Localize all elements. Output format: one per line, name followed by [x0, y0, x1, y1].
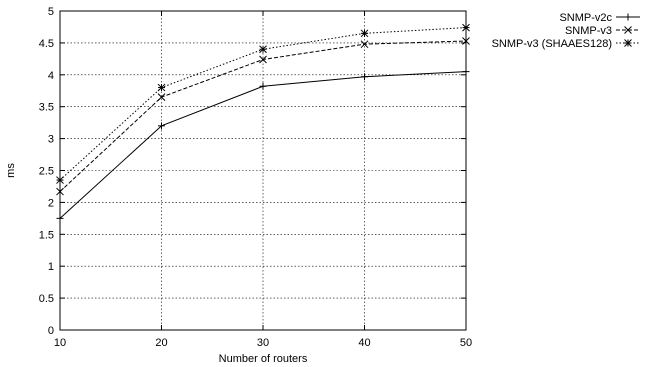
y-tick-label: 1 — [48, 261, 54, 273]
legend-label: SNMP-v3 (SHAAES128) — [492, 38, 612, 50]
series-group — [56, 23, 470, 222]
legend-marker — [624, 26, 632, 34]
data-point — [259, 82, 267, 90]
legend-entry: SNMP-v2c — [559, 12, 640, 24]
x-tick-label: 40 — [358, 337, 370, 349]
x-tick-label: 10 — [54, 337, 66, 349]
y-tick-label: 1.5 — [39, 229, 54, 241]
legend-entry: SNMP-v3 — [565, 25, 640, 37]
x-tick-label: 30 — [257, 337, 269, 349]
y-tick-label: 5 — [48, 6, 54, 18]
data-point — [462, 37, 470, 45]
data-point — [360, 29, 369, 38]
x-tick-label: 20 — [155, 337, 167, 349]
data-point — [259, 45, 267, 54]
y-axis-ticks: 0 0.5 1 1.5 2 2.5 3 3.5 4 4.5 5 — [39, 6, 466, 337]
x-axis-label: Number of routers — [219, 353, 308, 365]
y-tick-label: 4.5 — [39, 38, 54, 50]
legend-marker — [624, 39, 632, 47]
y-axis-label: ms — [5, 163, 17, 178]
data-point — [158, 122, 165, 130]
y-tick-label: 0 — [48, 325, 54, 337]
data-point — [259, 55, 267, 64]
data-point — [360, 40, 369, 49]
data-point — [157, 93, 166, 101]
data-point — [56, 214, 64, 222]
series-3 — [56, 23, 470, 184]
data-point — [361, 73, 368, 81]
grid-lines — [60, 11, 466, 330]
data-point — [462, 68, 470, 76]
y-tick-label: 3 — [48, 134, 54, 146]
y-tick-label: 0.5 — [39, 293, 54, 305]
series-2 — [56, 37, 470, 196]
data-point — [56, 176, 64, 184]
y-tick-label: 4 — [48, 70, 54, 82]
y-tick-label: 2 — [48, 197, 54, 209]
data-point — [56, 187, 64, 196]
data-point — [157, 83, 166, 92]
legend-marker — [624, 13, 632, 21]
y-tick-label: 3.5 — [39, 102, 54, 114]
x-axis-ticks: 10 20 30 40 50 — [54, 11, 472, 349]
legend-label: SNMP-v2c — [559, 12, 612, 24]
series-1 — [56, 68, 470, 222]
data-point — [462, 23, 470, 32]
legend-label: SNMP-v3 — [565, 25, 612, 37]
x-tick-label: 50 — [460, 337, 472, 349]
legend-entry: SNMP-v3 (SHAAES128) — [492, 38, 640, 50]
y-tick-label: 2.5 — [39, 166, 54, 178]
